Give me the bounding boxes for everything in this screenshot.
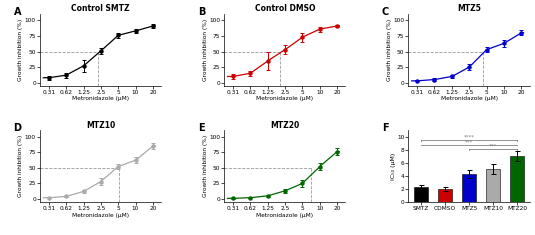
Text: B: B: [197, 7, 205, 17]
Text: D: D: [13, 123, 21, 133]
Bar: [462, 174, 476, 202]
X-axis label: Metronidazole (μM): Metronidazole (μM): [72, 96, 129, 102]
Y-axis label: IC₅₀ (μM): IC₅₀ (μM): [391, 153, 395, 180]
Y-axis label: Growth inhibition (%): Growth inhibition (%): [203, 19, 208, 81]
X-axis label: Metronidazole (μM): Metronidazole (μM): [256, 96, 314, 102]
X-axis label: Metronidazole (μM): Metronidazole (μM): [72, 213, 129, 218]
Y-axis label: Growth inhibition (%): Growth inhibition (%): [387, 19, 392, 81]
Bar: [486, 169, 500, 202]
Text: ***: ***: [465, 139, 473, 144]
Title: Control SMTZ: Control SMTZ: [71, 4, 130, 13]
Title: Control DMSO: Control DMSO: [255, 4, 315, 13]
Text: ****: ****: [463, 135, 475, 140]
Title: MTZ20: MTZ20: [270, 121, 300, 129]
Text: A: A: [13, 7, 21, 17]
Text: C: C: [382, 7, 389, 17]
Title: MTZ10: MTZ10: [86, 121, 116, 129]
Bar: [510, 156, 524, 202]
X-axis label: Metronidazole (μM): Metronidazole (μM): [256, 213, 314, 218]
X-axis label: Metronidazole (μM): Metronidazole (μM): [440, 96, 498, 102]
Y-axis label: Growth inhibition (%): Growth inhibition (%): [203, 135, 208, 197]
Bar: [438, 189, 452, 202]
Text: F: F: [382, 123, 388, 133]
Text: ***: ***: [489, 144, 497, 149]
Bar: [414, 187, 429, 202]
Text: E: E: [197, 123, 204, 133]
Y-axis label: Growth inhibition (%): Growth inhibition (%): [18, 19, 24, 81]
Title: MTZ5: MTZ5: [457, 4, 481, 13]
Y-axis label: Growth inhibition (%): Growth inhibition (%): [18, 135, 24, 197]
